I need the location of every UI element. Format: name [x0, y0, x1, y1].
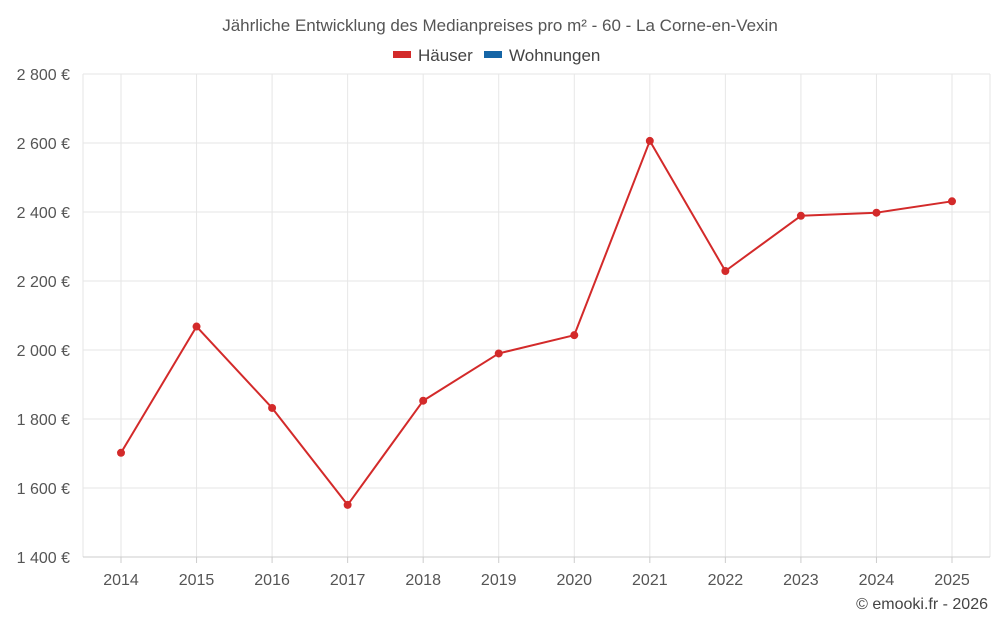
- y-tick-label: 2 000 €: [17, 343, 70, 360]
- x-tick-label: 2024: [859, 572, 895, 589]
- y-tick-label: 2 800 €: [17, 67, 70, 84]
- data-point[interactable]: [494, 349, 503, 358]
- x-tick-label: 2015: [179, 572, 215, 589]
- x-tick-label: 2023: [783, 572, 819, 589]
- data-point[interactable]: [570, 331, 579, 340]
- x-tick-label: 2017: [330, 572, 366, 589]
- x-tick-label: 2021: [632, 572, 668, 589]
- data-point[interactable]: [192, 322, 201, 331]
- data-point[interactable]: [796, 211, 805, 220]
- data-point[interactable]: [117, 448, 125, 457]
- series-line-hauser: [120, 139, 953, 506]
- chart-title: Jährliche Entwicklung des Medianpreises …: [222, 16, 778, 35]
- y-tick-label: 2 600 €: [17, 136, 70, 153]
- x-tick-label: 2020: [556, 572, 592, 589]
- data-point[interactable]: [721, 266, 730, 275]
- data-point[interactable]: [872, 208, 881, 217]
- data-point[interactable]: [268, 403, 277, 412]
- legend-label-wohnungen[interactable]: Wohnungen: [509, 46, 600, 65]
- x-tick-label: 2018: [405, 572, 441, 589]
- credit-text: © emooki.fr - 2026: [856, 596, 988, 613]
- x-tick-label: 2022: [708, 572, 744, 589]
- legend-label-hauser[interactable]: Häuser: [418, 46, 473, 65]
- plot-area: [117, 136, 956, 509]
- grid: [82, 73, 991, 558]
- x-tick-label: 2016: [254, 572, 290, 589]
- y-tick-label: 2 400 €: [17, 205, 70, 222]
- data-point[interactable]: [343, 500, 352, 509]
- y-tick-label: 1 400 €: [17, 550, 70, 567]
- y-tick-label: 1 600 €: [17, 481, 70, 498]
- y-tick-label: 1 800 €: [17, 412, 70, 429]
- x-tick-label: 2025: [934, 572, 970, 589]
- data-point[interactable]: [948, 197, 956, 206]
- y-tick-label: 2 200 €: [17, 274, 70, 291]
- data-point[interactable]: [419, 396, 428, 405]
- legend-swatch-wohnungen: [484, 51, 502, 58]
- y-axis: 1 400 € 1 600 € 1 800 € 2 000 € 2 200 € 2 400…: [17, 67, 70, 567]
- legend-swatch-hauser: [393, 51, 411, 58]
- x-tick-label: 2014: [103, 572, 139, 589]
- legend: Häuser Wohnungen: [393, 46, 600, 65]
- x-axis: 2014 2015 2016 2017 2018 2019 2020 2021 2022 2023…: [83, 556, 990, 589]
- data-point[interactable]: [645, 136, 654, 145]
- x-tick-label: 2019: [481, 572, 517, 589]
